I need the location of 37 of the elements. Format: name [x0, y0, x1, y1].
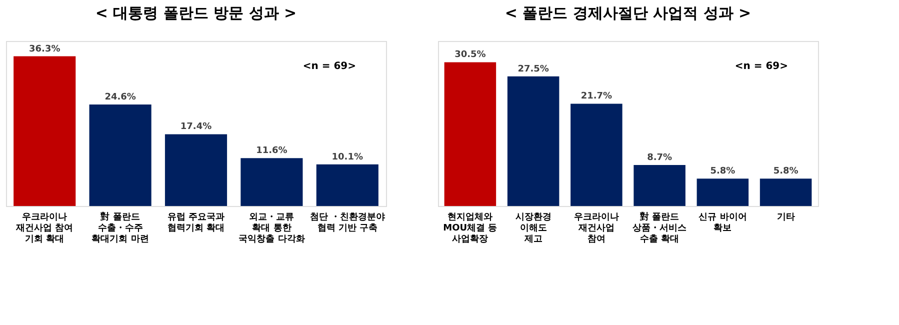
data-label: 5.8%	[773, 166, 798, 177]
data-label: 5.8%	[710, 166, 736, 177]
x-tick-label: 현지업체와 MOU체결 등 사업확장	[443, 212, 498, 244]
bar	[14, 56, 76, 206]
data-label: 17.4%	[180, 122, 212, 132]
x-tick-label: 對 폴란드 수출・수주 확대기회 마련	[92, 212, 149, 244]
chart-title: < 대통령 폴란드 방문 성과 >	[95, 4, 297, 22]
x-tick-label: 기타	[776, 212, 795, 222]
bar	[89, 104, 152, 206]
bar	[240, 158, 303, 206]
x-tick-label: 우크라이나 재건사업 참여	[574, 212, 619, 244]
bar	[696, 178, 749, 206]
data-label: 27.5%	[518, 64, 549, 74]
data-label: 8.7%	[647, 152, 672, 163]
bar	[164, 134, 228, 206]
annotation: <n = 69>	[734, 61, 788, 72]
bar	[634, 164, 686, 206]
x-tick-label: 신규 바이어 확보	[698, 212, 747, 234]
data-label: 11.6%	[256, 146, 288, 156]
data-label: 24.6%	[104, 92, 136, 103]
annotation: <n = 69>	[302, 61, 356, 72]
bar	[570, 104, 622, 206]
data-label: 21.7%	[580, 92, 612, 102]
bar	[507, 76, 560, 206]
bar	[760, 178, 812, 206]
x-tick-label: 첨단 ・친환경분야 협력 기반 구축	[310, 212, 385, 234]
x-tick-label: 유럽 주요국과 협력기회 확대	[167, 212, 225, 234]
bar	[444, 62, 496, 206]
data-label: 36.3%	[28, 44, 60, 54]
x-tick-label: 시장환경 이해도 제고	[515, 212, 552, 244]
x-tick-label: 우크라이나 재건사업 참여 기회 확대	[15, 212, 74, 244]
data-label: 10.1%	[332, 152, 364, 162]
x-tick-label: 외교・교류 확대 통한 국익창출 다각화	[238, 212, 305, 244]
chart-title: < 폴란드 경제사절단 사업적 성과 >	[504, 4, 752, 22]
x-tick-label: 對 폴란드 상품・서비스 수출 확대	[632, 212, 687, 244]
bar	[316, 164, 378, 206]
data-label: 30.5%	[454, 50, 486, 60]
